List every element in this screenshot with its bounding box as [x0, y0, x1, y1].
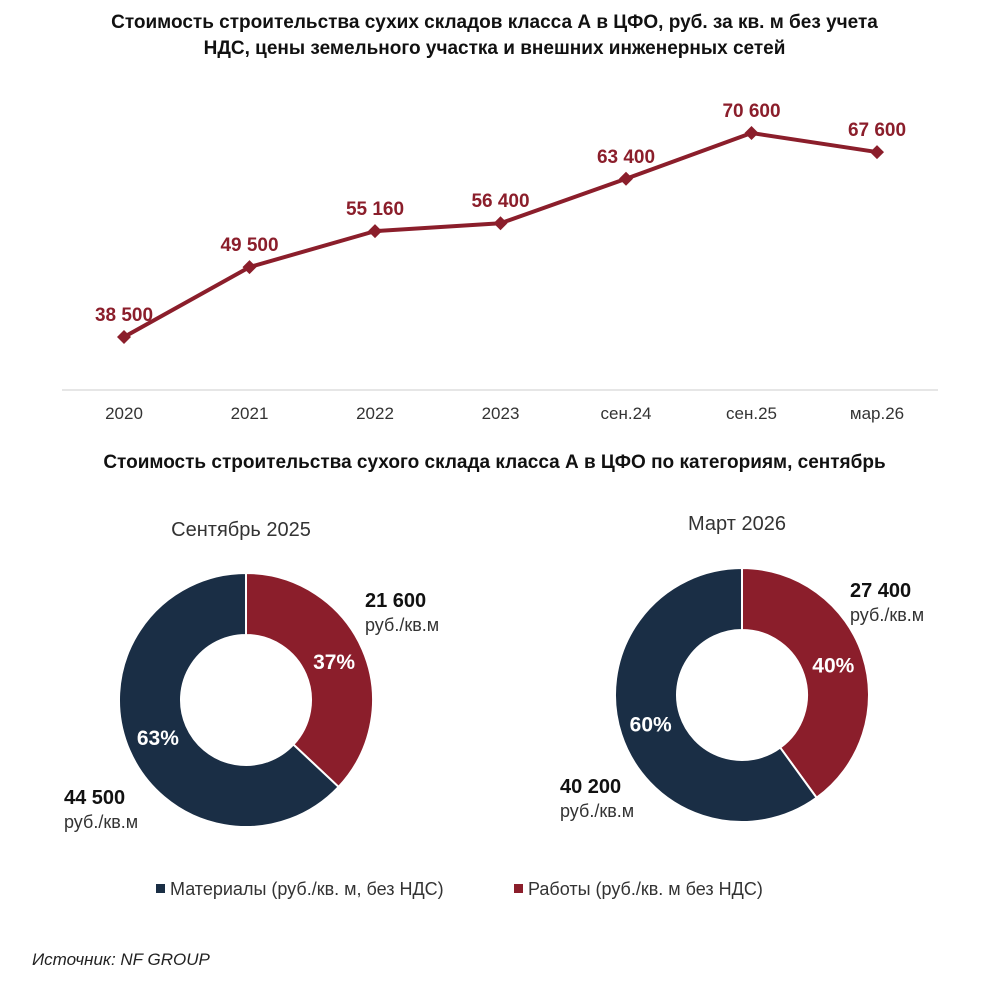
donut-1-amount-works: 21 600 — [365, 590, 426, 612]
data-point-2021 — [242, 260, 257, 275]
donut-title-1: Сентябрь 2025 — [171, 519, 311, 541]
data-point-сен.25 — [744, 126, 759, 140]
donut-1-unit-materials: руб./кв.м — [64, 812, 138, 832]
data-label-мар.26: 67 600 — [848, 120, 906, 141]
line-chart-title: Стоимость строительства сухих складов кл… — [0, 10, 989, 62]
data-point-2020 — [117, 330, 131, 344]
data-label-2022: 55 160 — [346, 199, 404, 220]
donut-2-unit-materials: руб./кв.м — [560, 801, 634, 821]
data-label-2020: 38 500 — [95, 305, 153, 326]
source-note: Источник: NF GROUP — [32, 950, 210, 969]
data-point-2022 — [368, 224, 382, 239]
donut-2-amount-materials: 40 200 — [560, 776, 621, 798]
donut-2-amount-works: 27 400 — [850, 580, 911, 602]
data-point-мар.26 — [870, 145, 884, 160]
x-tick-label-2021: 2021 — [231, 404, 269, 423]
donut-section-title: Стоимость строительства сухого склада кл… — [103, 452, 886, 473]
data-point-сен.24 — [619, 171, 633, 186]
x-tick-label-2022: 2022 — [356, 404, 394, 423]
legend-materials-swatch — [156, 884, 165, 893]
donut-1-pct-materials: 63% — [137, 727, 179, 750]
x-tick-label-2023: 2023 — [482, 404, 520, 423]
legend-materials-label: Материалы (руб./кв. м, без НДС) — [170, 879, 444, 899]
donut-2-unit-works: руб./кв.м — [850, 605, 924, 625]
donut-1-slice-materials — [118, 571, 340, 828]
data-point-2023 — [493, 216, 508, 231]
donut-2-slice-materials — [614, 566, 819, 823]
x-tick-label-сен.25: сен.25 — [726, 404, 777, 423]
x-tick-label-мар.26: мар.26 — [850, 404, 904, 423]
line-chart-title-line-2: НДС, цены земельного участка и внешних и… — [203, 38, 786, 59]
legend-works-label: Работы (руб./кв. м без НДС) — [528, 879, 763, 899]
donut-1-unit-works: руб./кв.м — [365, 615, 439, 635]
data-label-сен.24: 63 400 — [597, 147, 655, 168]
data-label-2021: 49 500 — [220, 235, 278, 256]
donut-1-slice-works — [245, 571, 374, 789]
donut-1-pct-works: 37% — [313, 651, 355, 674]
x-tick-label-сен.24: сен.24 — [601, 404, 652, 423]
legend-works-swatch — [514, 884, 523, 893]
donut-2-pct-materials: 60% — [630, 714, 672, 737]
data-label-сен.25: 70 600 — [722, 101, 780, 122]
donut-2-pct-works: 40% — [812, 654, 854, 677]
line-chart-title-line-1: Стоимость строительства сухих складов кл… — [111, 12, 878, 33]
x-tick-label-2020: 2020 — [105, 404, 143, 423]
data-label-2023: 56 400 — [471, 191, 529, 212]
donut-1-amount-materials: 44 500 — [64, 787, 125, 809]
donut-title-2: Март 2026 — [688, 513, 786, 535]
donut-2-slice-works — [741, 566, 870, 800]
